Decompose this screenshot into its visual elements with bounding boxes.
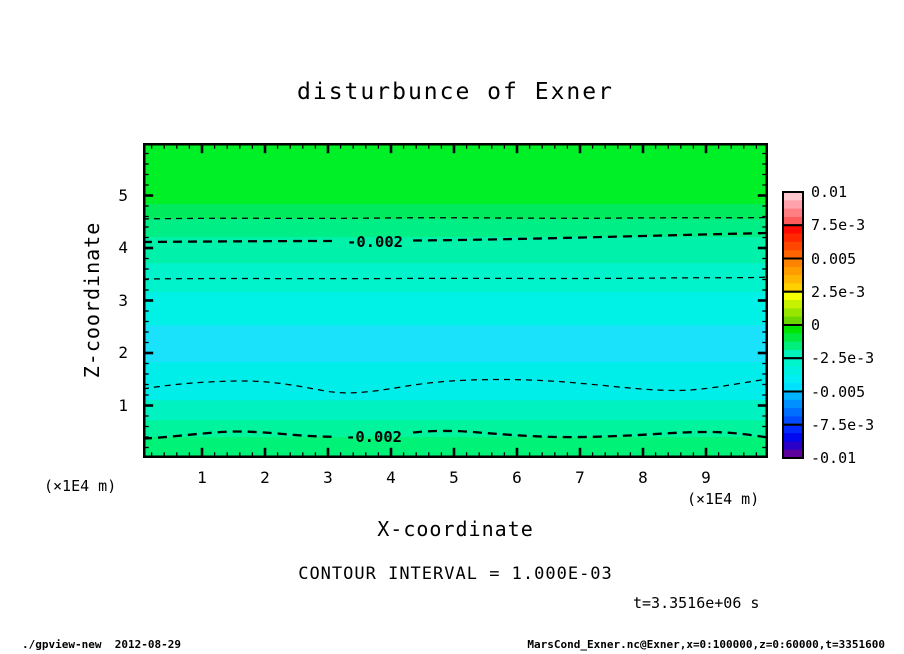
colorbar-step [783,291,803,301]
colorbar [782,191,804,459]
colorbar-step [783,416,803,426]
contour-plot-area: -0.002 -0.002 [143,143,768,458]
colorbar-step [783,283,803,293]
colorbar-step [783,341,803,351]
footer-dataset-text: MarsCond_Exner.nc@Exner,x=0:100000,z=0:6… [527,638,885,651]
colorbar-step [783,308,803,318]
colorbar-step [783,349,803,359]
x-axis-label: X-coordinate [377,517,534,541]
colorbar-step [783,441,803,451]
colorbar-step [783,374,803,384]
y-axis-unit: (×1E4 m) [44,477,117,495]
colorbar-step [783,266,803,276]
colorbar-step [783,366,803,376]
time-annotation: t=3.3516e+06 s [633,594,760,612]
colorbar-step [783,391,803,401]
colorbar-step [783,250,803,260]
contour-line [412,429,768,439]
colorbar-step [783,241,803,251]
colorbar-tick-label: 7.5e-3 [811,216,866,235]
x-axis-unit: (×1E4 m) [687,490,760,508]
colorbar-step [783,325,803,334]
colorbar-step [783,316,803,326]
contour-fill-band [143,203,768,220]
contour-fill-band [143,400,768,421]
contour-fill-band [143,219,768,238]
colorbar-tick-label: -0.01 [811,449,857,467]
colorbar-step [783,200,803,210]
colorbar-step [783,258,803,268]
contour-line [143,216,768,220]
contour-line [143,430,337,440]
contour-line [412,231,768,242]
contour-fill-band [143,236,768,264]
y-tick-label: 1 [118,395,128,415]
colorbar-tick-label: -2.5e-3 [811,349,875,368]
colorbar-tick-label: 2.5e-3 [811,282,866,301]
contour-fill-band [143,420,768,438]
colorbar-tick-label: -0.005 [811,382,866,401]
colorbar-step [783,233,803,243]
contour-line [143,239,337,244]
x-tick-label: 4 [386,468,396,487]
colorbar-step [783,449,803,459]
y-tick-label: 4 [118,238,128,257]
y-tick-label: 3 [118,290,128,310]
colorbar-step [783,424,803,434]
colorbar-step [783,433,803,442]
colorbar-step [783,192,803,201]
x-tick-label: 6 [512,468,522,487]
colorbar-step [783,216,803,226]
x-tick-label: 3 [323,468,333,487]
colorbar-step [783,333,803,343]
plot-title: disturbunce of Exner [297,79,614,105]
colorbar-step [783,358,803,368]
contour-fill-band [143,292,768,326]
contour-interval-note: CONTOUR INTERVAL = 1.000E-03 [298,564,613,584]
contour-line [143,276,768,280]
y-tick-label: 2 [118,343,128,362]
x-tick-label: 8 [638,468,648,487]
colorbar-step [783,408,803,418]
colorbar-step [783,399,803,409]
contour-fill-band [143,325,768,363]
x-tick-label: 7 [575,468,585,487]
contour-fill-band [143,437,768,458]
contour-fill-band [143,361,768,401]
colorbar-box-border [782,423,804,459]
colorbar-tick-label: -7.5e-3 [811,415,875,434]
colorbar-tick-label: 0.01 [811,183,848,201]
colorbar-step [783,208,803,218]
colorbar-step [783,275,803,285]
contour-line-label: -0.002 [346,428,402,446]
y-tick-label: 5 [118,185,128,205]
x-tick-label: 2 [260,468,270,487]
colorbar-step [783,225,803,235]
x-tick-label: 5 [449,468,459,487]
contour-fill-band [143,143,768,205]
contour-line-label: -0.002 [347,233,403,251]
colorbar-step [783,300,803,309]
colorbar-tick-label: 0 [811,316,821,334]
colorbar-step [783,383,803,393]
colorbar-tick-label: 0.005 [811,249,857,268]
x-tick-label: 1 [197,468,207,487]
x-tick-label: 9 [701,468,711,487]
footer-command-text: ./gpview-new 2012-08-29 [22,638,181,651]
plot-border [143,143,768,458]
